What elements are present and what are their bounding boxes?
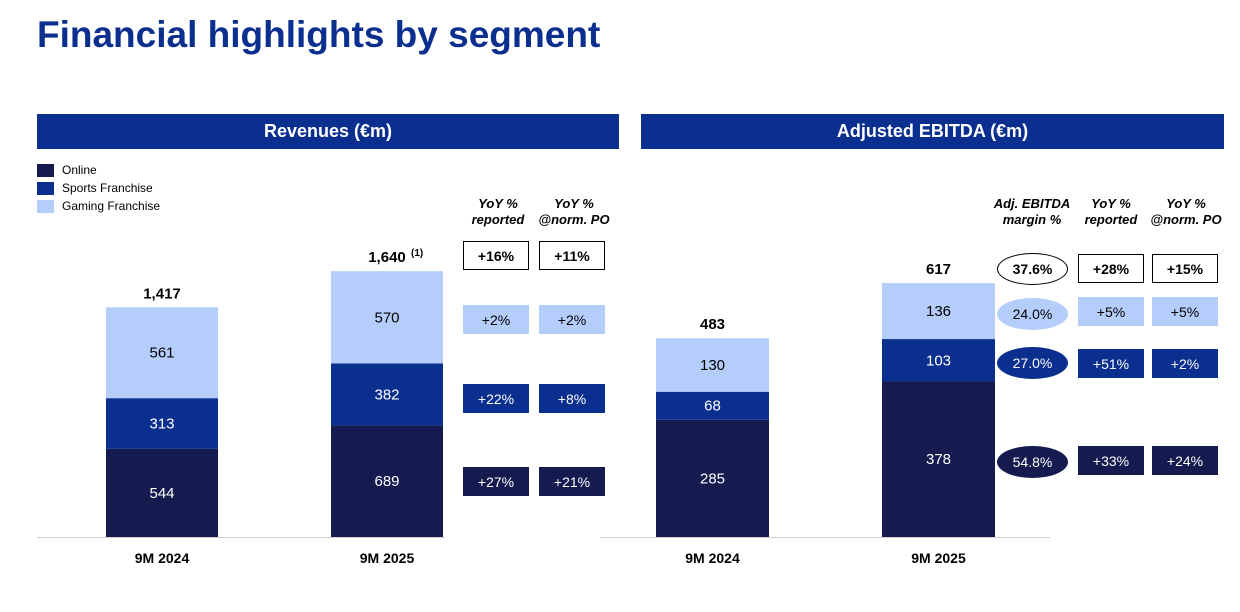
ebitda-col-head-margin-l2: margin % xyxy=(1002,212,1062,227)
legend-item-gaming: Gaming Franchise xyxy=(37,197,160,215)
rev-total-1: 1,640 xyxy=(368,249,406,266)
rev-bar-gaming-0 xyxy=(106,307,218,399)
ebitda-total-margin-ellipse: 37.6% xyxy=(997,253,1068,285)
ebitda-category-0: 9M 2024 xyxy=(685,550,740,566)
legend-label-sports: Sports Franchise xyxy=(62,181,153,195)
rev-gaming-norm-pill: +2% xyxy=(539,305,605,334)
ebitda-col-head-norm-l1: YoY % xyxy=(1166,196,1206,211)
legend-item-sports: Sports Franchise xyxy=(37,179,160,197)
ebitda-online-norm-pill: +24% xyxy=(1152,446,1218,475)
ebitda-bar-online-0 xyxy=(656,419,769,537)
rev-label-online-0: 544 xyxy=(149,485,174,502)
ebitda-sports-margin-ellipse: 27.0% xyxy=(997,347,1068,379)
rev-bar-sports-0 xyxy=(106,398,218,449)
ebitda-gaming-norm-pill: +5% xyxy=(1152,297,1218,326)
rev-col-head-reported-l2: reported xyxy=(471,212,525,227)
ebitda-bar-sports-0 xyxy=(656,391,769,420)
rev-col-head-norm-l2: @norm. PO xyxy=(538,212,610,227)
rev-col-head-norm: YoY % @norm. PO xyxy=(536,196,612,228)
rev-total-note-1: (1) xyxy=(411,248,423,259)
ebitda-label-sports-0: 68 xyxy=(704,398,721,415)
rev-bar-online-1 xyxy=(331,425,443,537)
ebitda-col-head-reported-l2: reported xyxy=(1084,212,1138,227)
rev-total-reported-pill: +16% xyxy=(463,241,529,270)
legend-item-online: Online xyxy=(37,161,160,179)
rev-sports-reported-pill: +22% xyxy=(463,384,529,413)
ebitda-col-head-norm: YoY % @norm. PO xyxy=(1144,196,1228,228)
rev-total-0: 1,417 xyxy=(143,285,181,302)
legend-label-gaming: Gaming Franchise xyxy=(62,199,161,213)
ebitda-sports-norm-pill: +2% xyxy=(1152,349,1218,378)
chart-legend: Online Sports Franchise Gaming Franchise xyxy=(37,161,160,215)
ebitda-col-head-reported: YoY % reported xyxy=(1073,196,1149,228)
rev-category-0: 9M 2024 xyxy=(135,550,190,566)
rev-total-norm-pill: +11% xyxy=(539,241,605,270)
ebitda-category-1: 9M 2025 xyxy=(911,550,966,566)
rev-col-head-reported-l1: YoY % xyxy=(478,196,518,211)
ebitda-total-1: 617 xyxy=(926,261,951,278)
rev-online-norm-pill: +21% xyxy=(539,467,605,496)
legend-label-online: Online xyxy=(62,163,97,177)
ebitda-col-head-norm-l2: @norm. PO xyxy=(1150,212,1222,227)
rev-online-reported-pill: +27% xyxy=(463,467,529,496)
ebitda-bar-gaming-0 xyxy=(656,338,769,392)
rev-bar-sports-1 xyxy=(331,363,443,426)
rev-label-sports-0: 313 xyxy=(149,416,174,433)
rev-sports-norm-pill: +8% xyxy=(539,384,605,413)
rev-bar-online-0 xyxy=(106,448,218,537)
ebitda-gaming-margin-ellipse: 24.0% xyxy=(997,298,1068,330)
ebitda-online-reported-pill: +33% xyxy=(1078,446,1144,475)
ebitda-total-norm-pill: +15% xyxy=(1152,254,1218,283)
ebitda-label-online-0: 285 xyxy=(700,470,725,487)
legend-swatch-sports xyxy=(37,181,54,195)
rev-label-gaming-1: 570 xyxy=(374,309,399,326)
legend-swatch-gaming xyxy=(37,199,54,213)
ebitda-gaming-reported-pill: +5% xyxy=(1078,297,1144,326)
ebitda-label-sports-1: 103 xyxy=(926,352,951,369)
ebitda-bar-online-1 xyxy=(882,381,995,537)
revenues-header: Revenues (€m) xyxy=(37,114,619,149)
rev-col-head-norm-l1: YoY % xyxy=(554,196,594,211)
rev-label-gaming-0: 561 xyxy=(149,345,174,362)
rev-label-sports-1: 382 xyxy=(374,386,399,403)
ebitda-label-gaming-0: 130 xyxy=(700,357,725,374)
ebitda-total-reported-pill: +28% xyxy=(1078,254,1144,283)
ebitda-col-head-margin-l1: Adj. EBITDA xyxy=(993,196,1071,211)
ebitda-sports-reported-pill: +51% xyxy=(1078,349,1144,378)
ebitda-header: Adjusted EBITDA (€m) xyxy=(641,114,1224,149)
ebitda-label-online-1: 378 xyxy=(926,451,951,468)
rev-bar-gaming-1 xyxy=(331,271,443,364)
ebitda-online-margin-ellipse: 54.8% xyxy=(997,446,1068,478)
rev-label-online-1: 689 xyxy=(374,473,399,490)
ebitda-col-head-reported-l1: YoY % xyxy=(1091,196,1131,211)
ebitda-bar-sports-1 xyxy=(882,339,995,382)
ebitda-bar-gaming-1 xyxy=(882,283,995,340)
legend-swatch-online xyxy=(37,163,54,177)
rev-col-head-reported: YoY % reported xyxy=(460,196,536,228)
ebitda-col-head-margin: Adj. EBITDA margin % xyxy=(985,196,1079,228)
page-title: Financial highlights by segment xyxy=(37,14,601,55)
ebitda-label-gaming-1: 136 xyxy=(926,303,951,320)
rev-gaming-reported-pill: +2% xyxy=(463,305,529,334)
rev-category-1: 9M 2025 xyxy=(360,550,415,566)
ebitda-total-0: 483 xyxy=(700,316,725,333)
